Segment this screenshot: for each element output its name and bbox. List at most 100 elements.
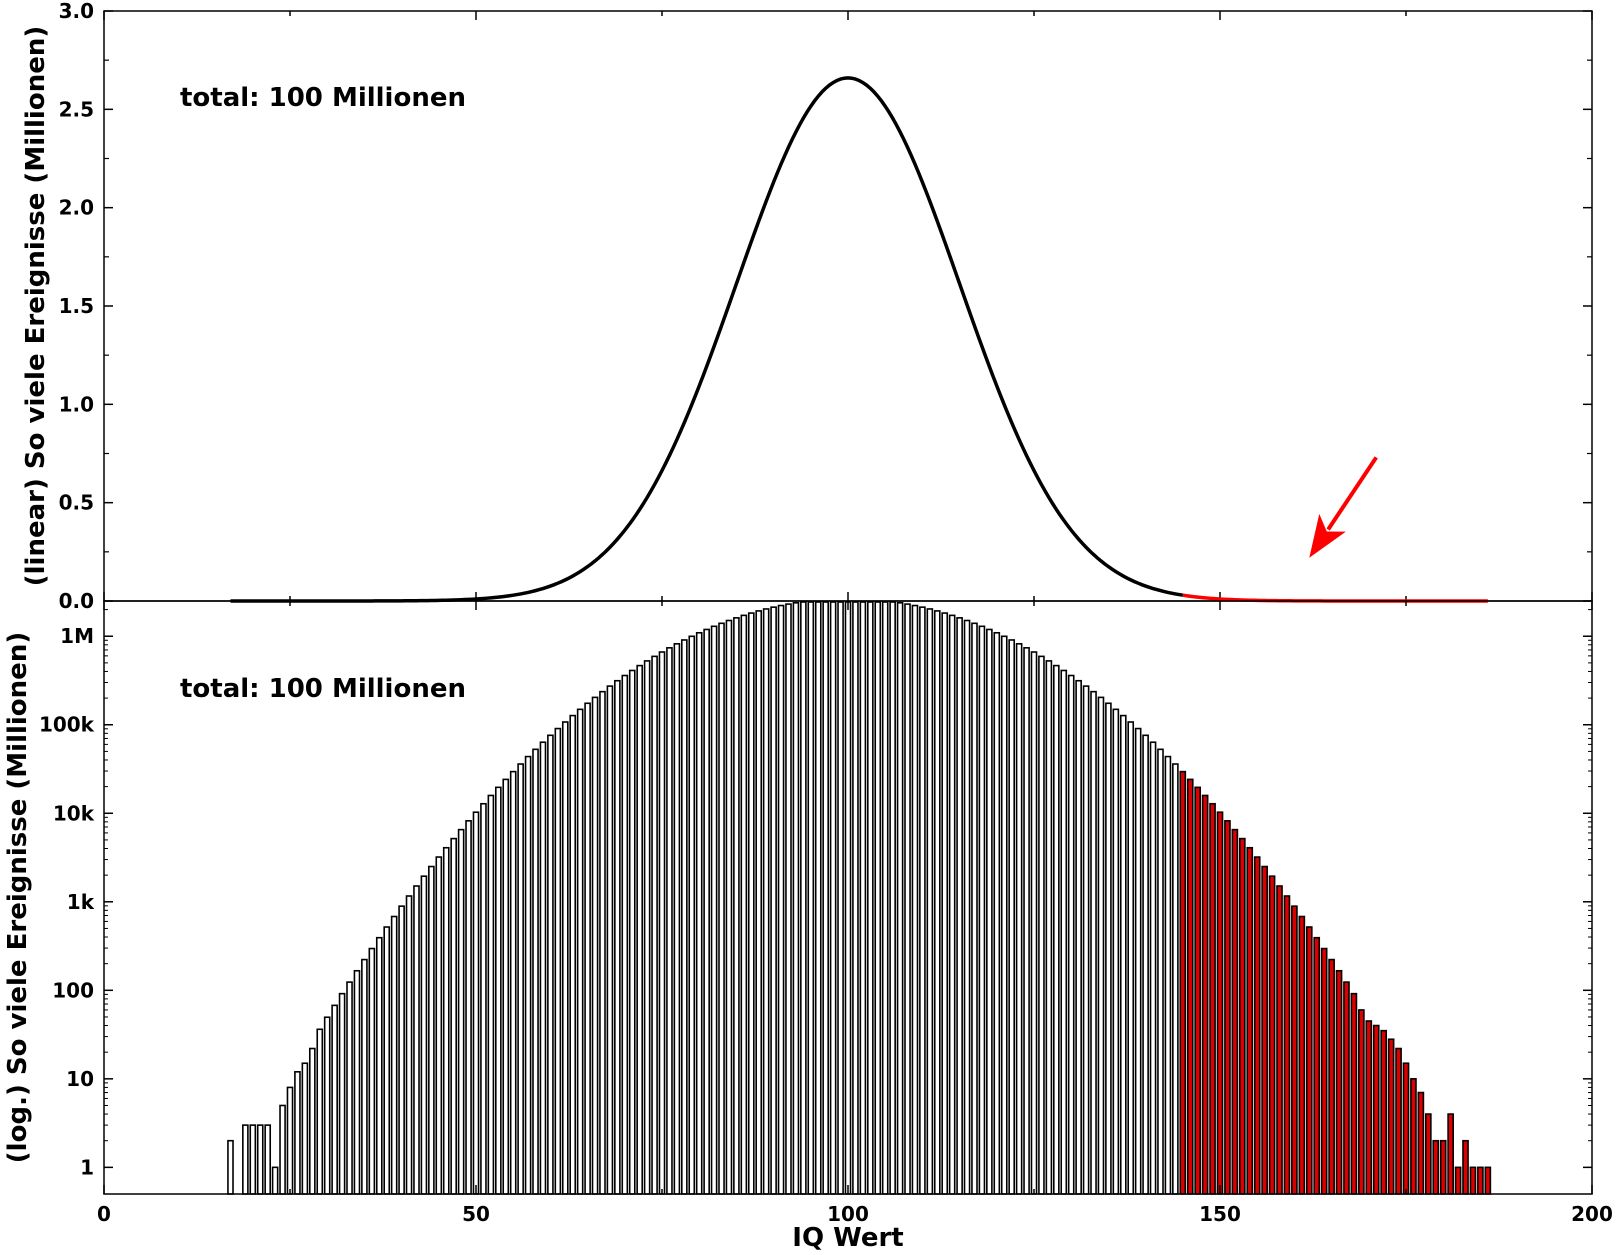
histogram-bar bbox=[1291, 905, 1298, 1195]
histogram-bar bbox=[904, 603, 911, 1195]
histogram-bar bbox=[361, 958, 368, 1195]
histogram-bar bbox=[256, 1124, 264, 1195]
histogram-bar bbox=[1335, 969, 1343, 1195]
histogram-bar bbox=[1157, 748, 1164, 1195]
histogram-bar bbox=[755, 610, 763, 1195]
histogram-bar bbox=[1194, 786, 1202, 1195]
histogram-bar bbox=[1052, 664, 1060, 1195]
histogram-bar bbox=[242, 1124, 249, 1195]
histogram-bar bbox=[457, 828, 465, 1195]
histogram-bar bbox=[428, 865, 435, 1195]
bottom-x-tick-label: 50 bbox=[462, 1202, 490, 1226]
bottom-y-ticks: 1 10 100 1k 10k 100k 1M bbox=[39, 609, 1592, 1179]
histogram-bar bbox=[1276, 885, 1283, 1195]
histogram-bar bbox=[948, 614, 956, 1195]
histogram-bar bbox=[1105, 702, 1112, 1195]
histogram-bar bbox=[532, 748, 539, 1195]
histogram-bar bbox=[271, 1166, 279, 1195]
histogram-bar bbox=[316, 1028, 324, 1195]
histogram-bar bbox=[1261, 865, 1268, 1195]
histogram-bar bbox=[1477, 1166, 1484, 1195]
histogram-bar bbox=[279, 1104, 286, 1195]
bottom-y-tick-label: 1M bbox=[60, 624, 94, 648]
histogram-bar bbox=[1424, 1113, 1432, 1195]
histogram-bar bbox=[1164, 755, 1172, 1195]
histogram-bar bbox=[800, 601, 807, 1195]
histogram-bar bbox=[1439, 1139, 1447, 1195]
histogram-bar bbox=[390, 915, 398, 1195]
histogram-bar bbox=[420, 875, 428, 1195]
arrow-head bbox=[1309, 513, 1346, 558]
histogram-bar bbox=[829, 601, 837, 1195]
histogram-bar bbox=[785, 603, 792, 1195]
histogram-bar bbox=[576, 708, 584, 1195]
histogram-bar bbox=[286, 1086, 294, 1195]
histogram-bar bbox=[636, 664, 644, 1195]
series-line-main bbox=[230, 76, 1184, 603]
histogram-bar bbox=[524, 755, 532, 1195]
histogram-bar bbox=[621, 674, 629, 1195]
histogram-bar bbox=[509, 770, 517, 1195]
histogram-bar bbox=[643, 660, 651, 1195]
histogram-bar bbox=[792, 602, 800, 1195]
histogram-bar bbox=[1283, 895, 1291, 1195]
histogram-bar bbox=[442, 846, 450, 1195]
histogram-bar bbox=[971, 622, 978, 1195]
histogram-bar bbox=[1231, 828, 1239, 1195]
histogram-bar bbox=[1313, 936, 1321, 1195]
histogram-bar bbox=[837, 601, 844, 1195]
histogram-bar bbox=[1209, 802, 1216, 1195]
histogram-bar bbox=[1380, 1029, 1388, 1195]
histogram-bar bbox=[881, 601, 889, 1195]
bottom-x-tick-label: 200 bbox=[1571, 1202, 1613, 1226]
histogram-bar bbox=[480, 802, 487, 1195]
histogram-bar bbox=[227, 1139, 234, 1195]
top-x-ticks bbox=[103, 11, 1593, 601]
histogram-bar bbox=[494, 786, 502, 1195]
top-y-tick-label: 1.5 bbox=[59, 294, 94, 318]
histogram-bar bbox=[1238, 837, 1246, 1195]
histogram-bar bbox=[733, 617, 740, 1195]
histogram-bar bbox=[1075, 679, 1082, 1195]
bottom-y-tick-label: 100 bbox=[52, 978, 94, 1002]
histogram-bar bbox=[368, 947, 376, 1195]
histogram-bar bbox=[1372, 1024, 1380, 1195]
histogram-bar bbox=[1015, 643, 1023, 1195]
histogram-bar bbox=[413, 885, 420, 1195]
top-y-ticks: 0.0 0.5 1.0 1.5 2.0 2.5 3.0 bbox=[59, 0, 1592, 613]
bottom-y-tick-label: 100k bbox=[39, 713, 95, 737]
histogram-bar bbox=[1000, 635, 1008, 1195]
histogram-bar bbox=[1253, 856, 1261, 1195]
histogram-bar bbox=[1410, 1078, 1417, 1195]
histogram-bar bbox=[1023, 647, 1030, 1195]
histogram-bar bbox=[465, 820, 472, 1195]
histogram-bar bbox=[814, 601, 822, 1195]
histogram-bar bbox=[889, 601, 896, 1195]
bottom-y-tick-label: 1k bbox=[67, 890, 95, 914]
bottom-x-tick-label: 100 bbox=[827, 1202, 869, 1226]
arrow-shaft bbox=[1326, 456, 1378, 531]
histogram-bar bbox=[911, 604, 919, 1195]
histogram-bar bbox=[866, 601, 874, 1195]
top-y-tick-label: 0.5 bbox=[59, 491, 94, 515]
annotation-total-top: total: 100 Millionen bbox=[180, 83, 466, 113]
histogram-bar bbox=[517, 763, 524, 1195]
histogram-bar bbox=[1246, 846, 1254, 1195]
histogram-bar bbox=[487, 794, 495, 1195]
histogram-bar bbox=[807, 601, 815, 1195]
histogram-bar bbox=[1112, 708, 1120, 1195]
histogram-bar bbox=[762, 608, 770, 1195]
histogram-bar bbox=[584, 702, 591, 1195]
histogram-bar bbox=[338, 992, 346, 1195]
bottom-y-tick-label: 1 bbox=[80, 1155, 94, 1179]
histogram-bar bbox=[651, 655, 658, 1195]
histogram-bar bbox=[986, 628, 993, 1195]
histogram-bar bbox=[993, 631, 1001, 1195]
histogram-bar bbox=[844, 601, 852, 1195]
histogram-bar bbox=[1127, 721, 1135, 1195]
y-axis-label-top: (linear) So viele Ereignisse (Millionen) bbox=[21, 26, 51, 587]
annotation-total-bottom: total: 100 Millionen bbox=[180, 674, 466, 704]
histogram-bar bbox=[1320, 947, 1328, 1195]
histogram-bar bbox=[599, 690, 606, 1195]
histogram-bar bbox=[680, 639, 688, 1195]
